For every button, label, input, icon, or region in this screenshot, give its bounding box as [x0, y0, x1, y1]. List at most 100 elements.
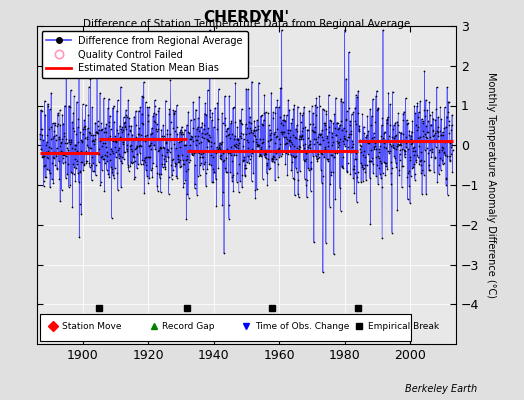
Point: [116, 158, 125, 164]
Point: [215, 142, 223, 148]
Point: [60, 152, 68, 158]
Point: [180, 142, 188, 148]
Point: [283, 130, 292, 136]
Point: [196, 154, 204, 160]
Point: [326, 181, 334, 188]
Point: [274, 146, 282, 152]
Point: [301, 158, 309, 164]
Point: [131, 146, 139, 152]
Point: [435, 171, 443, 177]
Point: [436, 166, 445, 173]
Point: [376, 158, 384, 164]
Point: [59, 154, 67, 161]
Point: [408, 118, 417, 124]
Point: [82, 158, 90, 164]
Point: [386, 159, 395, 166]
Point: [197, 150, 205, 157]
Point: [199, 150, 207, 156]
Point: [177, 131, 185, 138]
Point: [218, 110, 226, 116]
Point: [268, 155, 277, 162]
Point: [286, 142, 294, 149]
Point: [258, 140, 266, 146]
Point: [53, 112, 62, 118]
Point: [330, 154, 338, 160]
Point: [289, 132, 297, 138]
Point: [415, 160, 423, 167]
Point: [390, 122, 398, 128]
Point: [361, 169, 369, 176]
Point: [112, 138, 121, 144]
Point: [73, 158, 81, 164]
Point: [301, 155, 310, 162]
Point: [58, 112, 67, 118]
Point: [186, 146, 194, 153]
Point: [165, 174, 173, 180]
Point: [444, 108, 452, 115]
Point: [322, 108, 330, 114]
Point: [275, 144, 283, 151]
Point: [49, 180, 58, 186]
Point: [118, 127, 127, 133]
Point: [375, 146, 383, 152]
Point: [48, 154, 57, 160]
Point: [316, 141, 324, 148]
Point: [130, 154, 138, 160]
Point: [298, 131, 306, 138]
Point: [377, 122, 386, 128]
Point: [124, 164, 133, 170]
Point: [364, 139, 372, 146]
Point: [294, 177, 302, 184]
Point: [196, 162, 204, 168]
Point: [42, 139, 51, 145]
Point: [111, 138, 119, 144]
Point: [135, 125, 144, 132]
Point: [247, 177, 256, 184]
Point: [177, 162, 185, 169]
Point: [335, 185, 344, 191]
Point: [396, 141, 405, 147]
Point: [275, 104, 283, 110]
Point: [121, 124, 129, 130]
Point: [241, 172, 249, 179]
Point: [285, 150, 293, 157]
Point: [60, 133, 68, 139]
Point: [212, 144, 221, 151]
Point: [306, 138, 314, 144]
Point: [40, 162, 49, 169]
Point: [144, 118, 152, 124]
Point: [281, 141, 289, 147]
Point: [326, 117, 334, 123]
Point: [195, 94, 203, 100]
Point: [314, 134, 322, 140]
Point: [166, 137, 174, 144]
Point: [79, 166, 88, 173]
Point: [340, 125, 348, 131]
Point: [94, 151, 103, 157]
Point: [181, 176, 189, 183]
Point: [425, 167, 434, 174]
Point: [278, 151, 287, 157]
Point: [86, 132, 95, 138]
Point: [310, 136, 319, 142]
Point: [247, 120, 255, 126]
Point: [130, 114, 138, 120]
Point: [246, 114, 254, 120]
Point: [170, 140, 179, 147]
Point: [412, 121, 420, 128]
Point: [256, 148, 264, 154]
Point: [146, 130, 155, 137]
Point: [273, 97, 281, 104]
Point: [185, 148, 193, 154]
Point: [358, 164, 366, 170]
Point: [340, 140, 348, 147]
Point: [362, 177, 370, 183]
Point: [57, 138, 65, 145]
Point: [74, 116, 83, 122]
Point: [147, 140, 156, 146]
Point: [137, 143, 145, 150]
Point: [428, 149, 436, 156]
Point: [50, 128, 59, 134]
Point: [227, 152, 235, 158]
Point: [446, 144, 455, 150]
